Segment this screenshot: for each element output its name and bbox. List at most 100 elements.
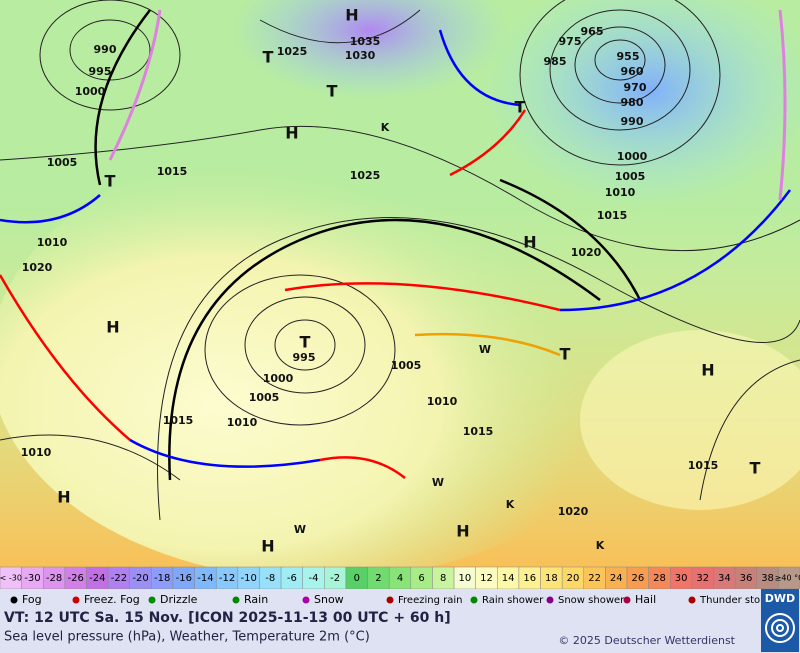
- scale-label: 10: [458, 573, 471, 584]
- isobar-label: 1020: [571, 246, 602, 259]
- scale-label: -22: [111, 573, 127, 584]
- isobar-label: W: [432, 476, 444, 489]
- temperature-scale: < -30 -30 -28 -26 -2 4 -22 -20 -18 -16 -14 -12 -10 -8…: [0, 566, 800, 590]
- legend-symbol: [386, 596, 394, 604]
- isobar-label: 1000: [75, 85, 106, 98]
- isobar-label: 980: [621, 96, 644, 109]
- isobar-label: 1000: [617, 150, 648, 163]
- scale-label: -30: [24, 573, 40, 584]
- valid-time: VT: 12 UTC Sa. 15 Nov. [ICON 2025-11-13 …: [4, 610, 451, 626]
- scale-label: 20: [567, 573, 580, 584]
- pressure-center: H: [345, 6, 358, 25]
- legend-label: Snow shower: [558, 595, 625, 606]
- scale-label: -28: [46, 573, 62, 584]
- pressure-center: T: [105, 172, 116, 191]
- legend-label: Fog: [22, 593, 42, 606]
- scale-label: -2: [330, 573, 340, 584]
- scale-label: 34: [718, 573, 731, 584]
- pressure-center: T: [300, 333, 311, 352]
- isobar-label: W: [479, 343, 491, 356]
- isobar-label: 990: [94, 43, 117, 56]
- isobar-label: 1025: [277, 45, 308, 58]
- isobar-label: 1010: [37, 236, 68, 249]
- legend-bar: [0, 589, 800, 611]
- isobar-label: 990: [621, 115, 644, 128]
- isobar-label: K: [381, 121, 390, 134]
- subtitle: Sea level pressure (hPa), Weather, Tempe…: [4, 630, 370, 645]
- isobar-label: 1025: [350, 169, 381, 182]
- scale-label: -20: [132, 573, 148, 584]
- scale-label: 30: [675, 573, 688, 584]
- pressure-center: T: [327, 82, 338, 101]
- scale-label: 36: [740, 573, 753, 584]
- isobar-label: W: [294, 523, 306, 536]
- scale-label: 8: [440, 573, 446, 584]
- isobar-label: 1035: [350, 35, 381, 48]
- scale-label: 38: [761, 573, 774, 584]
- isobar-label: 1020: [558, 505, 589, 518]
- scale-label: 26: [631, 573, 644, 584]
- scale-label: 16: [523, 573, 536, 584]
- legend-label: Hail: [635, 593, 656, 606]
- legend-symbol: [10, 596, 18, 604]
- scale-label: -4: [309, 573, 319, 584]
- scale-label: < -30: [0, 574, 22, 583]
- scale-label: 24: [610, 573, 623, 584]
- isobar-label: 995: [293, 351, 316, 364]
- pressure-center: H: [523, 233, 536, 252]
- scale-label: 0: [354, 573, 360, 584]
- isobar-label: 955: [617, 50, 640, 63]
- isobar-label: 1010: [21, 446, 52, 459]
- isobar-label: 1020: [22, 261, 53, 274]
- scale-label: -18: [154, 573, 170, 584]
- pressure-center: T: [560, 345, 571, 364]
- scale-label: 18: [545, 573, 558, 584]
- legend-label: Freez. Fog: [84, 593, 140, 606]
- weather-legend: Fog Freez. Fog Drizzle Rain Snow Freezing rai…: [10, 593, 774, 606]
- legend-label: Drizzle: [160, 593, 198, 606]
- scale-label: 12: [480, 573, 493, 584]
- isobar-label: 1015: [597, 209, 628, 222]
- isobar-label: K: [506, 498, 515, 511]
- legend-symbol: [232, 596, 240, 604]
- scale-label: 4: [397, 573, 403, 584]
- legend-symbol: [470, 596, 478, 604]
- scale-label: -6: [287, 573, 297, 584]
- isobar-label: 1015: [157, 165, 188, 178]
- scale-label: -10: [240, 573, 256, 584]
- dwd-logo-icon: [765, 613, 795, 643]
- scale-label: -8: [265, 573, 275, 584]
- isobar-label: 970: [624, 81, 647, 94]
- pressure-center: H: [456, 522, 469, 541]
- isobar-label: 985: [544, 55, 567, 68]
- dwd-logo-text: DWD: [765, 592, 795, 605]
- isobar-label: 1005: [249, 391, 280, 404]
- isobar-label: 1005: [615, 170, 646, 183]
- scale-label: ≥40 °C: [775, 574, 800, 583]
- scale-label: -26: [68, 573, 84, 584]
- isobar-label: 995: [89, 65, 112, 78]
- isobar-label: 1015: [163, 414, 194, 427]
- legend-label: Freezing rain: [398, 595, 462, 606]
- legend-label: Rain shower: [482, 595, 544, 606]
- legend-label: Thunder storm: [699, 595, 774, 606]
- scale-label: -16: [176, 573, 192, 584]
- legend-label: Snow: [314, 593, 344, 606]
- isobar-label: 1005: [391, 359, 422, 372]
- pressure-center: H: [106, 318, 119, 337]
- scale-label: -12: [219, 573, 235, 584]
- scale-label: -14: [197, 573, 213, 584]
- isobar-label: 1030: [345, 49, 376, 62]
- pressure-center: H: [57, 488, 70, 507]
- isobar-label: 1010: [227, 416, 258, 429]
- legend-label: Rain: [244, 593, 268, 606]
- isobar-label: 1005: [47, 156, 78, 169]
- legend-symbol: [302, 596, 310, 604]
- copyright: © 2025 Deutscher Wetterdienst: [558, 634, 735, 647]
- scale-label: 28: [653, 573, 666, 584]
- legend-symbol: [623, 596, 631, 604]
- legend-symbol: [546, 596, 554, 604]
- isobar-label: 1015: [463, 425, 494, 438]
